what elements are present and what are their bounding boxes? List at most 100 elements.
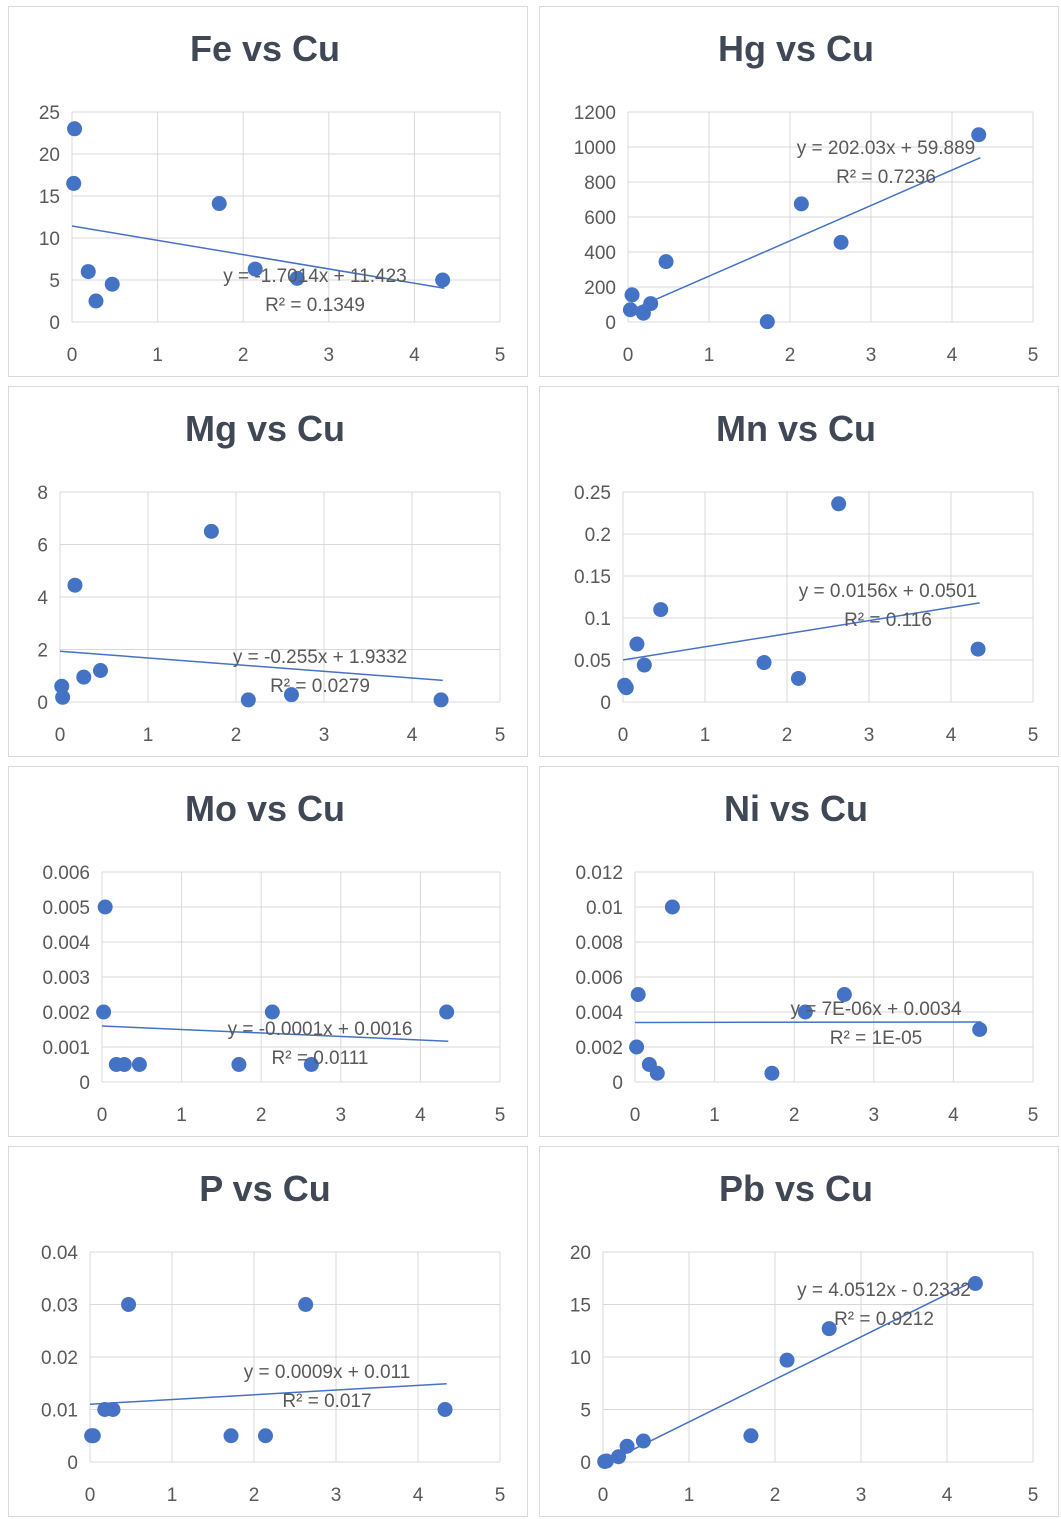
data-point xyxy=(231,1057,247,1072)
chart-title: Hg vs Cu xyxy=(717,28,875,69)
y-tick-label: 0.05 xyxy=(574,651,611,672)
data-point xyxy=(121,1297,137,1312)
data-point xyxy=(831,496,847,512)
chart-panel: Fe vs Cu 0 5 10 15 20 25 0 1 2 3 4 5 y = -1.7014x + 1… xyxy=(0,0,530,379)
y-tick-label: 0.2 xyxy=(585,525,611,546)
x-tick-label: 4 xyxy=(946,725,957,746)
chart-svg: 0 0.01 0.02 0.03 0.04 0 1 2 3 4 5 y = 0.0009x + 0.0… xyxy=(41,1243,506,1506)
data-point xyxy=(203,523,219,539)
y-tick-label: 600 xyxy=(584,208,616,229)
y-tick-label: 200 xyxy=(584,278,616,299)
x-tick-label: 2 xyxy=(782,725,793,746)
x-tick-label: 2 xyxy=(785,345,796,366)
x-tick-label: 3 xyxy=(866,345,877,366)
x-tick-label: 0 xyxy=(67,345,78,366)
y-tick-label: 0.02 xyxy=(41,1348,78,1369)
chart-panel: Hg vs Cu 0 200 400 600 800 1000 1200 0 1 2 3 4 5 y = 2… xyxy=(531,0,1061,379)
x-tick-label: 1 xyxy=(684,1485,695,1506)
data-point xyxy=(211,196,227,212)
data-point xyxy=(257,1428,273,1444)
chart-svg: 0 0.002 0.004 0.006 0.008 0.01 0.012 0 1 2 3 4 5 y = … xyxy=(575,863,1038,1126)
y-tick-label: 1000 xyxy=(574,138,616,159)
chart-title: Mg vs Cu xyxy=(184,408,345,449)
y-tick-label: 0.002 xyxy=(575,1038,623,1059)
chart-svg: 0 200 400 600 800 1000 1200 0 1 2 3 4 5 y = 202.03x +… xyxy=(574,103,1039,366)
x-tick-label: 4 xyxy=(942,1485,953,1506)
x-tick-label: 5 xyxy=(495,1485,506,1506)
data-point xyxy=(67,121,83,137)
chart-svg: 0 2 4 6 8 0 1 2 3 4 5 y = -0.255x + 1.9332 R² = 0.02… xyxy=(37,483,505,746)
x-tick-label: 0 xyxy=(85,1485,96,1506)
r-squared-label: R² = 0.116 xyxy=(844,610,932,631)
y-tick-label: 0 xyxy=(49,313,60,334)
y-tick-label: 0 xyxy=(612,1073,623,1094)
data-point xyxy=(790,670,806,686)
x-tick-label: 3 xyxy=(331,1485,342,1506)
x-tick-label: 3 xyxy=(319,725,330,746)
y-tick-label: 0.1 xyxy=(585,609,611,630)
x-tick-label: 1 xyxy=(700,725,711,746)
data-point xyxy=(240,692,256,708)
y-tick-label: 10 xyxy=(39,229,60,250)
r-squared-label: R² = 0.0279 xyxy=(270,676,370,697)
y-tick-label: 2 xyxy=(37,641,48,662)
x-tick-label: 2 xyxy=(249,1485,260,1506)
x-tick-label: 3 xyxy=(336,1105,347,1126)
y-tick-label: 5 xyxy=(49,271,60,292)
x-tick-label: 5 xyxy=(495,1105,506,1126)
data-point xyxy=(223,1428,239,1444)
data-point xyxy=(88,293,104,309)
data-point xyxy=(439,1004,455,1020)
data-point xyxy=(67,577,83,593)
chart-panel: Mo vs Cu 0 0.001 0.002 0.003 0.004 0.005 0.006 0… xyxy=(0,760,530,1139)
trendline-equation: y = 202.03x + 59.889 xyxy=(797,138,976,159)
x-tick-label: 1 xyxy=(152,345,163,366)
chart-panel: Mn vs Cu 0 0.05 0.1 0.15 0.2 0.25 0 1 2 3 4 5 y = 0.0… xyxy=(531,380,1061,759)
data-point xyxy=(97,899,113,915)
data-point xyxy=(622,302,638,318)
trendline xyxy=(101,1025,449,1042)
chart-title: Mn vs Cu xyxy=(715,408,876,449)
trendline-equation: y = 4.0512x - 0.2332 xyxy=(797,1280,971,1301)
data-point xyxy=(658,254,674,270)
data-point xyxy=(105,1402,121,1417)
y-tick-label: 20 xyxy=(570,1243,591,1264)
y-tick-label: 0.006 xyxy=(42,863,90,884)
data-point xyxy=(743,1428,759,1444)
trendline-equation: y = 0.0156x + 0.0501 xyxy=(799,581,978,602)
data-point xyxy=(756,655,772,671)
r-squared-label: R² = 0.7236 xyxy=(836,167,936,188)
x-tick-label: 2 xyxy=(770,1485,781,1506)
trendline xyxy=(622,602,980,661)
x-tick-label: 5 xyxy=(1028,1485,1039,1506)
y-tick-label: 0.006 xyxy=(575,968,623,989)
data-point xyxy=(629,636,645,652)
y-tick-label: 10 xyxy=(570,1348,591,1369)
data-point xyxy=(104,276,120,292)
data-point xyxy=(618,680,634,696)
y-tick-label: 0.01 xyxy=(41,1401,78,1422)
x-tick-label: 0 xyxy=(623,345,634,366)
data-point xyxy=(66,175,82,191)
x-tick-label: 3 xyxy=(864,725,875,746)
data-point xyxy=(131,1057,147,1072)
x-tick-label: 4 xyxy=(407,725,418,746)
y-tick-label: 1200 xyxy=(574,103,616,124)
y-tick-label: 0 xyxy=(67,1453,78,1474)
trendline xyxy=(59,650,443,682)
data-point xyxy=(836,987,852,1002)
y-tick-label: 0 xyxy=(600,693,611,714)
chart-svg: 0 5 10 15 20 25 0 1 2 3 4 5 y = -1.7014x + 11.423 R² … xyxy=(39,103,505,366)
y-tick-label: 0.25 xyxy=(574,483,611,504)
x-tick-label: 2 xyxy=(238,345,249,366)
trendline xyxy=(634,1021,982,1024)
y-tick-label: 0 xyxy=(580,1453,591,1474)
data-point xyxy=(636,657,652,673)
chart-panel: Pb vs Cu 0 5 10 15 20 0 1 2 3 4 5 y = 4.0512x - 0.23… xyxy=(531,1140,1061,1519)
data-point xyxy=(289,270,305,286)
y-tick-label: 0.012 xyxy=(575,863,623,884)
x-tick-label: 0 xyxy=(97,1105,108,1126)
x-tick-label: 5 xyxy=(1028,345,1039,366)
chart-svg: 0 5 10 15 20 0 1 2 3 4 5 y = 4.0512x - 0.2332 R² = 0… xyxy=(570,1243,1039,1506)
data-point xyxy=(764,1065,780,1081)
